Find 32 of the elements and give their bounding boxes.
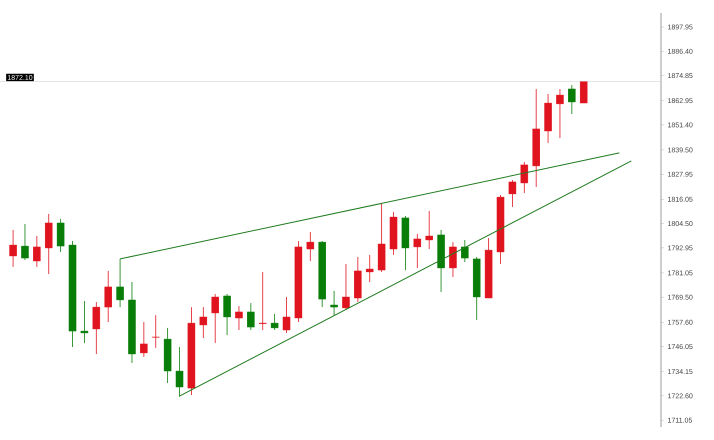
candlestick	[520, 162, 528, 194]
candlestick	[140, 322, 148, 358]
candlestick	[568, 84, 576, 114]
candlestick	[414, 233, 422, 268]
candlestick	[92, 302, 100, 354]
candlestick	[556, 88, 564, 138]
candlestick	[247, 302, 255, 330]
candlestick	[21, 224, 29, 260]
candlestick	[176, 346, 184, 398]
candlestick	[104, 270, 112, 322]
candlestick	[116, 258, 124, 308]
candlestick	[425, 210, 433, 250]
candlestick	[223, 294, 231, 336]
candlestick	[235, 306, 243, 330]
candlestick	[330, 290, 338, 316]
candlestick	[366, 254, 374, 282]
candlestick	[211, 294, 219, 344]
candlestick	[508, 180, 516, 208]
candlestick	[56, 218, 64, 252]
candlestick	[342, 264, 350, 310]
candlestick	[258, 272, 267, 330]
candlestick	[449, 242, 457, 278]
candlestick	[200, 306, 208, 338]
candlestick	[306, 232, 314, 262]
candlestick	[80, 300, 88, 344]
candlestick	[282, 296, 290, 334]
candlestick	[580, 80, 588, 104]
candlestick	[152, 314, 160, 348]
candlestick	[461, 240, 469, 262]
candlestick	[9, 229, 17, 268]
candlestick	[33, 236, 41, 268]
candlestick	[270, 314, 278, 330]
